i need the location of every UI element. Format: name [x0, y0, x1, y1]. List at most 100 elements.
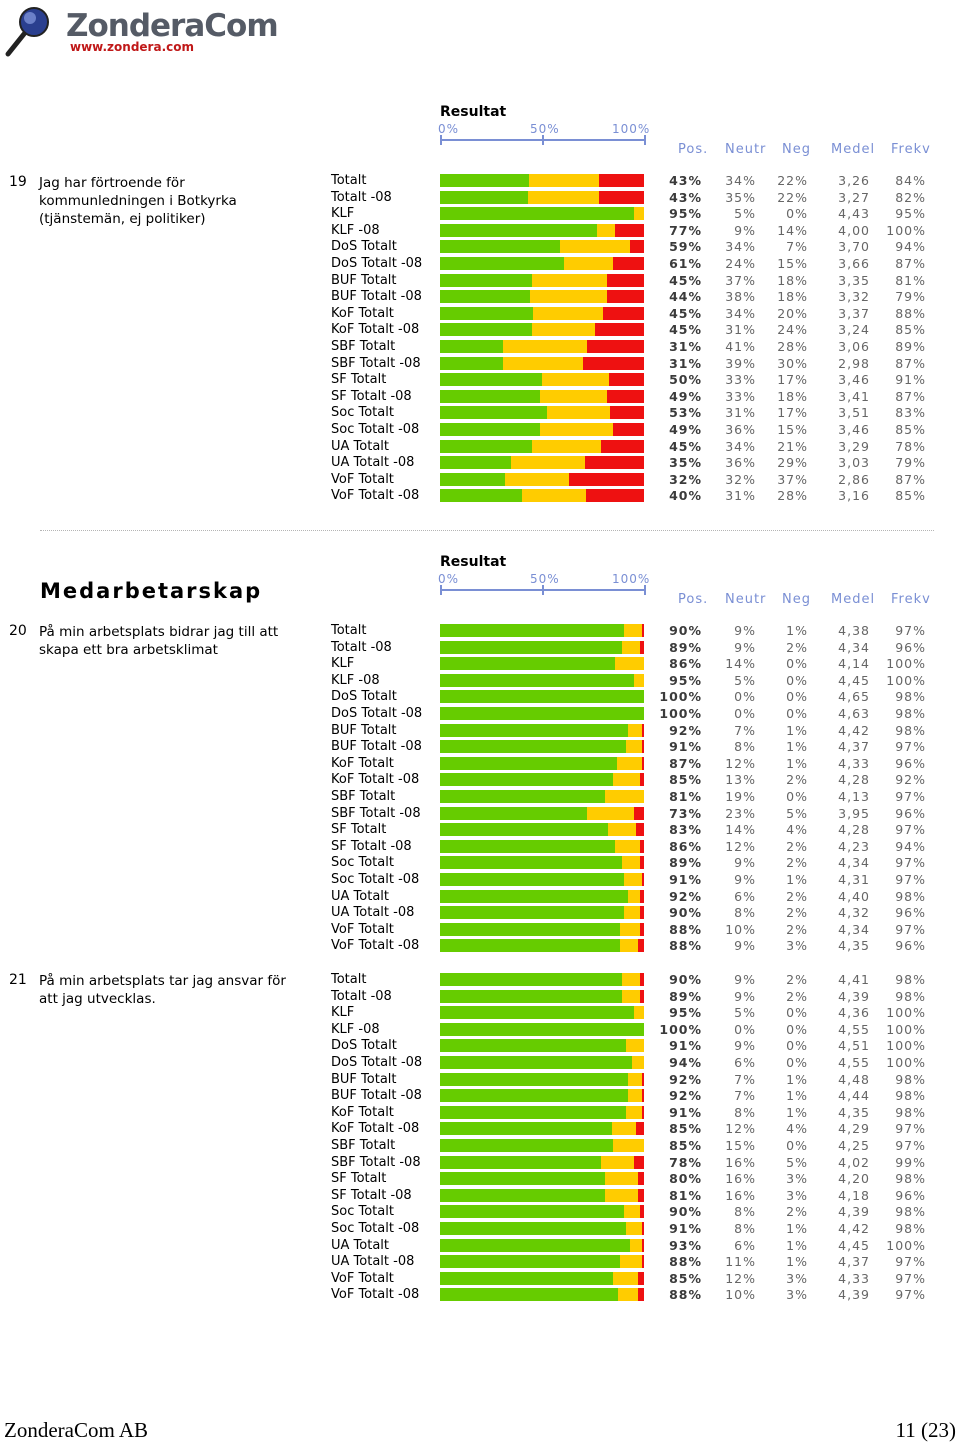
value-negative: 29% [777, 455, 808, 471]
value-positive: 91% [669, 1038, 702, 1054]
result-row: KLF 86% 14% 0% 4,14 100% [0, 656, 960, 673]
bar-neutral [607, 823, 636, 837]
bar-neutral [529, 290, 608, 304]
result-row: VoF Totalt 85% 12% 3% 4,33 97% [0, 1271, 960, 1288]
bar-neutral [531, 323, 596, 337]
bar-positive [440, 1205, 624, 1219]
row-label: KLF -08 [331, 1021, 380, 1037]
stacked-bar [440, 1205, 644, 1219]
value-negative: 24% [777, 322, 808, 338]
bar-negative [641, 624, 644, 637]
bar-positive [440, 790, 606, 803]
result-label: Resultat [440, 554, 507, 570]
section-divider [40, 530, 934, 531]
stacked-bar [440, 823, 644, 837]
value-neutral: 9% [734, 623, 756, 638]
value-neutral: 9% [734, 855, 756, 871]
row-label: SBF Totalt -08 [331, 1154, 421, 1170]
value-frequency: 98% [895, 988, 926, 1004]
bar-neutral [597, 223, 616, 237]
value-mean: 4,51 [838, 1038, 870, 1054]
stacked-bar [440, 889, 644, 903]
value-negative: 18% [777, 388, 808, 404]
bar-neutral [621, 973, 640, 986]
bar-neutral [605, 790, 644, 803]
stacked-bar [440, 423, 644, 436]
result-row: Soc Totalt -08 91% 9% 1% 4,31 97% [0, 872, 960, 889]
bar-positive [440, 1006, 634, 1020]
bar-neutral [619, 1255, 642, 1269]
row-label: VoF Totalt -08 [331, 488, 420, 504]
value-mean: 3,32 [838, 289, 870, 305]
result-row: BUF Totalt -08 91% 8% 1% 4,37 97% [0, 739, 960, 756]
value-positive: 78% [669, 1154, 702, 1170]
value-neutral: 38% [725, 289, 756, 305]
row-label: DoS Totalt -08 [331, 1055, 423, 1070]
bar-positive [440, 456, 512, 470]
value-positive: 89% [669, 988, 702, 1004]
bar-negative [601, 439, 644, 453]
value-frequency: 88% [895, 305, 926, 321]
result-row: KoF Totalt 91% 8% 1% 4,35 98% [0, 1105, 960, 1122]
bar-positive [440, 1089, 628, 1103]
bar-negative [637, 1288, 644, 1302]
value-neutral: 35% [725, 189, 756, 205]
value-mean: 4,43 [838, 206, 870, 222]
value-neutral: 33% [725, 372, 756, 388]
stacked-bar [440, 489, 644, 503]
bar-neutral [623, 906, 640, 920]
stacked-bar [440, 356, 644, 370]
value-negative: 0% [786, 1055, 808, 1070]
bar-negative [639, 889, 644, 903]
row-label: Soc Totalt -08 [331, 1221, 420, 1236]
value-negative: 1% [786, 623, 808, 638]
results-header: Resultat 0% 50% 100% Pos. Neutr Neg Mede… [0, 104, 960, 164]
value-negative: 28% [777, 488, 808, 504]
result-row: SBF Totalt 31% 41% 28% 3,06 89% [0, 339, 960, 356]
value-positive: 81% [669, 1187, 702, 1203]
value-negative: 0% [786, 206, 808, 222]
value-mean: 4,35 [838, 938, 870, 954]
value-neutral: 9% [734, 972, 756, 987]
value-negative: 7% [786, 239, 808, 255]
value-negative: 2% [786, 1204, 808, 1220]
bar-neutral [633, 673, 644, 687]
bar-neutral [623, 1205, 640, 1219]
bar-positive [440, 1155, 601, 1169]
bar-neutral [615, 839, 640, 853]
bar-negative [582, 356, 644, 370]
value-neutral: 36% [725, 455, 756, 471]
value-mean: 4,29 [838, 1121, 870, 1137]
bar-positive [440, 207, 634, 221]
result-row: VoF Totalt 32% 32% 37% 2,86 87% [0, 472, 960, 489]
value-mean: 4,36 [838, 1005, 870, 1021]
results-header: Resultat 0% 50% 100% Pos. Neutr Neg Mede… [0, 554, 960, 614]
row-label: KLF -08 [331, 672, 380, 688]
value-frequency: 97% [895, 1138, 926, 1153]
value-neutral: 33% [725, 388, 756, 404]
value-neutral: 16% [725, 1154, 756, 1170]
value-positive: 95% [669, 206, 702, 222]
bar-negative [641, 873, 644, 886]
value-positive: 91% [669, 872, 702, 887]
value-mean: 4,42 [838, 1221, 870, 1236]
value-frequency: 83% [895, 405, 926, 421]
value-positive: 92% [669, 1071, 702, 1087]
bar-neutral [503, 356, 583, 370]
result-row: UA Totalt 93% 6% 1% 4,45 100% [0, 1238, 960, 1255]
stacked-bar [440, 1139, 644, 1152]
value-positive: 88% [669, 1254, 702, 1270]
value-mean: 4,28 [838, 822, 870, 838]
result-row: DoS Totalt 100% 0% 0% 4,65 98% [0, 689, 960, 706]
bar-negative [639, 973, 644, 986]
scale-100: 100% [612, 572, 651, 586]
stacked-bar [440, 340, 644, 353]
value-negative: 0% [786, 1138, 808, 1153]
value-neutral: 11% [725, 1254, 756, 1270]
value-frequency: 97% [895, 921, 926, 937]
result-row: Totalt -08 43% 35% 22% 3,27 82% [0, 190, 960, 207]
bar-negative [602, 306, 644, 320]
value-frequency: 91% [895, 372, 926, 388]
bar-positive [440, 489, 523, 503]
result-row: Totalt 90% 9% 1% 4,38 97% [0, 623, 960, 640]
